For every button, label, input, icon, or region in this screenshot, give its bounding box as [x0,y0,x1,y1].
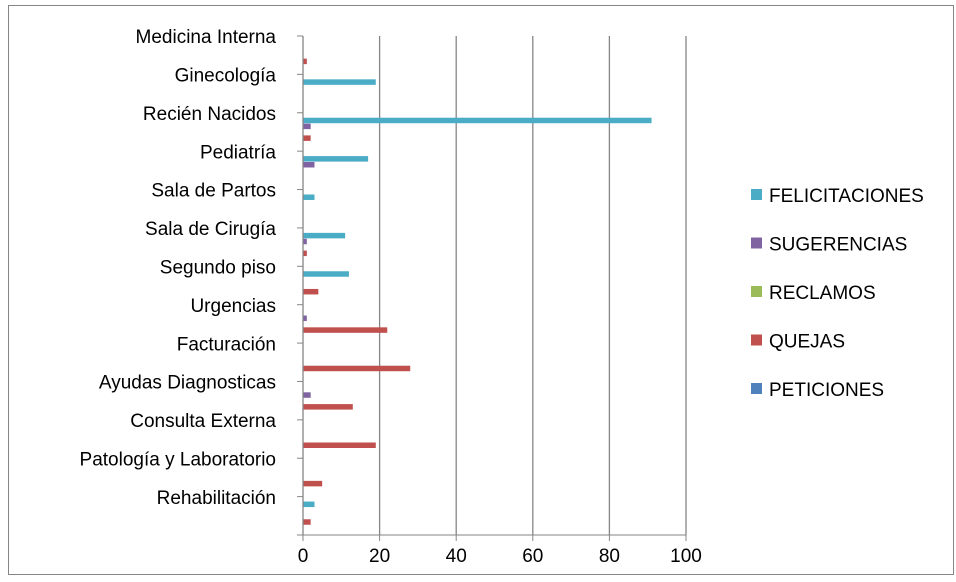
bar-quejas-recien-nacidos [303,135,311,141]
legend-label-peticiones: PETICIONES [769,380,884,401]
category-label-patologia-y-laboratorio: Patología y Laboratorio [80,449,276,470]
legend-swatch-quejas [751,334,762,346]
bar-quejas-medicina-interna [303,58,307,65]
category-label-segundo-piso: Segundo piso [160,258,276,279]
x-tick-label-80: 80 [599,546,620,567]
bar-sugerencias-ayudas-diagnosticas [303,392,311,398]
legend-swatch-sugerencias [751,237,762,249]
bars [303,58,652,525]
x-tick-label-40: 40 [446,546,467,567]
legend-swatch-reclamos [751,286,762,297]
bar-felicitaciones-recien-nacidos [303,117,652,124]
bar-felicitaciones-ginecologia [303,79,376,85]
x-tick-label-100: 100 [670,546,702,567]
bar-quejas-consulta-externa [303,442,376,448]
category-label-pediatria: Pediatría [200,142,276,163]
legend-swatch-peticiones [751,383,762,394]
category-label-urgencias: Urgencias [190,296,276,317]
bar-quejas-ayudas-diagnosticas [303,404,353,410]
x-tick-label-60: 60 [522,546,543,567]
legend-label-sugerencias: SUGERENCIAS [769,235,907,256]
legend-swatch-felicitaciones [751,189,762,200]
axes: 0 20 40 60 80 100 Medicina Interna Ginecología R… [80,27,702,567]
bar-quejas-facturacion [303,365,411,372]
bar-sugerencias-urgencias [303,315,307,322]
bar-quejas-patologia-y-laboratorio [303,480,323,487]
chart-border [8,5,954,575]
category-label-sala-de-partos: Sala de Partos [151,181,276,202]
category-label-facturacion: Facturación [177,334,276,355]
bar-quejas-urgencias [303,327,388,333]
category-label-sala-de-cirugia: Sala de Cirugía [145,219,276,240]
category-label-ayudas-diagnosticas: Ayudas Diagnosticas [99,373,276,394]
bar-felicitaciones-pediatria [303,156,369,162]
bar-quejas-rehabilitacion [303,519,311,525]
legend: FELICITACIONES SUGERENCIAS RECLAMOS QUEJAS P… [751,186,924,401]
bar-felicitaciones-sala-de-partos [303,194,315,200]
category-label-ginecologia: Ginecología [175,66,277,87]
x-tick-label-0: 0 [298,546,309,567]
bar-sugerencias-pediatria [303,162,315,168]
legend-label-felicitaciones: FELICITACIONES [769,186,924,207]
bar-felicitaciones-sala-de-cirugia [303,232,346,239]
bar-felicitaciones-segundo-piso [303,271,349,277]
bar-quejas-sala-de-cirugia [303,250,307,257]
bar-sugerencias-recien-nacidos [303,123,311,130]
category-label-medicina-interna: Medicina Interna [136,27,277,48]
category-label-rehabilitacion: Rehabilitación [157,488,276,509]
bar-quejas-segundo-piso [303,288,319,295]
bar-felicitaciones-rehabilitacion [303,501,315,508]
category-label-recien-nacidos: Recién Nacidos [143,104,276,125]
legend-label-reclamos: RECLAMOS [769,283,876,304]
bar-sugerencias-sala-de-cirugia [303,238,307,245]
category-label-consulta-externa: Consulta Externa [130,411,276,432]
x-tick-label-20: 20 [369,546,390,567]
legend-label-quejas: QUEJAS [769,332,845,353]
